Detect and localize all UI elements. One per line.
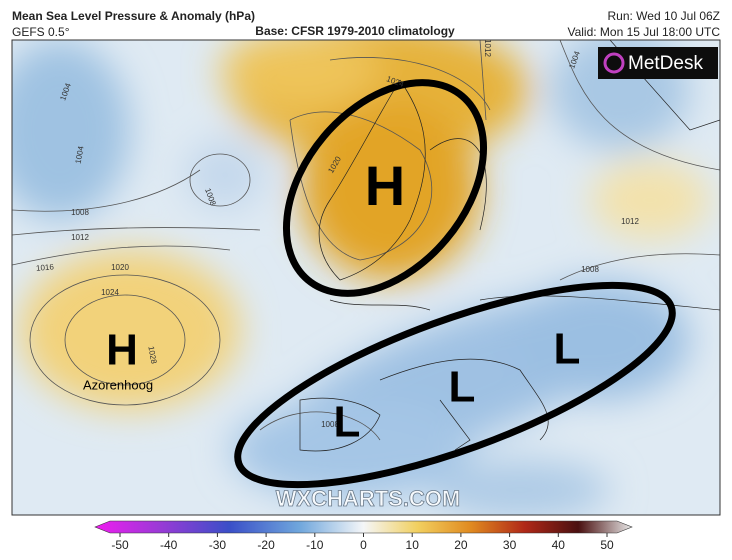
- logo: MetDesk: [628, 53, 703, 74]
- pressure-system: L: [334, 398, 361, 447]
- colorbar-tick-label: 50: [600, 538, 614, 552]
- title: Mean Sea Level Pressure & Anomaly (hPa): [12, 9, 255, 23]
- watermark: WXCHARTS.COM: [276, 486, 461, 511]
- isobars: [12, 40, 720, 441]
- isobar-label: 1020: [111, 263, 129, 272]
- place-label: Azorenhoog: [83, 377, 153, 392]
- isobar-label: 1004: [74, 145, 86, 165]
- logo-box: [598, 47, 718, 79]
- anomaly-field: [12, 40, 710, 515]
- colorbar: -50 -40 -30 -20 -10 0 10 20 30 40 50: [94, 520, 633, 552]
- map-frame: [11, 39, 721, 516]
- system-outlines: [234, 79, 676, 489]
- valid: Valid: Mon 15 Jul 18:00 UTC: [567, 25, 720, 39]
- isobar-label: 1016: [36, 262, 55, 273]
- pressure-system: H: [365, 154, 405, 217]
- colorbar-tick-label: 0: [360, 538, 367, 552]
- colorbar-tick-label: -40: [160, 538, 178, 552]
- isobar-label: 1028: [146, 345, 158, 365]
- isobar-label: 1012: [71, 233, 89, 242]
- pressure-system: L: [449, 363, 476, 412]
- run: Run: Wed 10 Jul 06Z: [607, 9, 720, 23]
- pressure-system: L: [554, 325, 581, 374]
- logo-icon: [603, 52, 625, 74]
- isobar-label: 1008: [581, 265, 599, 274]
- colorbar-bar: [94, 520, 633, 534]
- isobar-label: 1012: [621, 217, 639, 226]
- isobar-label: 1024: [101, 288, 119, 297]
- isobar-label: 1008: [321, 420, 339, 429]
- colorbar-tick-label: -20: [257, 538, 275, 552]
- colorbar-tick-label: -30: [209, 538, 227, 552]
- colorbar-tick-label: 20: [454, 538, 468, 552]
- pressure-system: H: [106, 326, 138, 375]
- colorbar-tick-label: 30: [503, 538, 517, 552]
- model: GEFS 0.5°: [12, 25, 70, 39]
- isobar-label: 1012: [483, 39, 492, 57]
- isobar-label: 1008: [71, 208, 89, 217]
- colorbar-tick-label: -50: [111, 538, 129, 552]
- colorbar-tick-label: -10: [306, 538, 324, 552]
- base: Base: CFSR 1979-2010 climatology: [255, 24, 455, 38]
- colorbar-tick-label: 10: [406, 538, 420, 552]
- colorbar-tick-label: 40: [552, 538, 566, 552]
